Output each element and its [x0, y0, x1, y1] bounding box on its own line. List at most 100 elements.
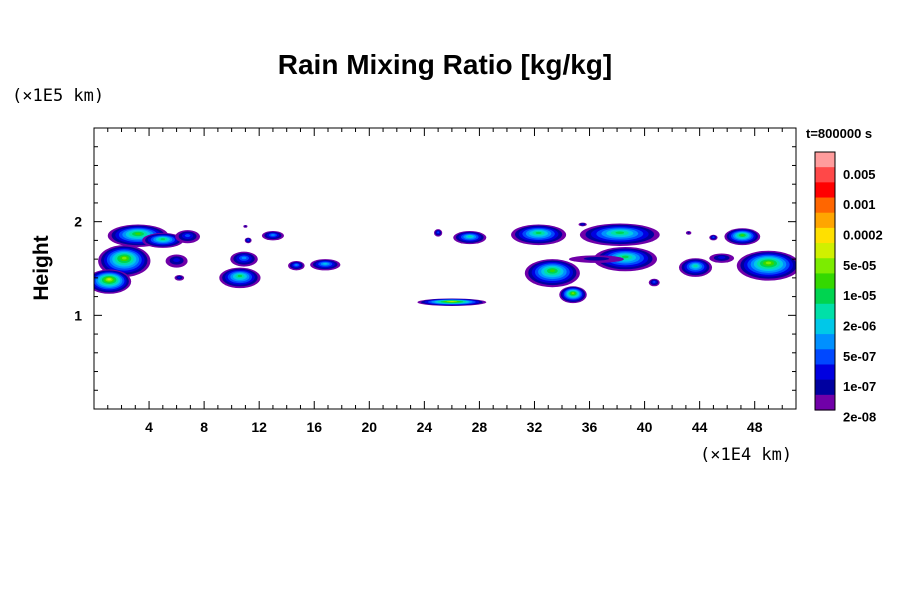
rain-region	[579, 223, 660, 247]
rain-contour	[571, 292, 575, 294]
y-tick-label: 2	[74, 214, 82, 230]
rain-contour	[765, 261, 772, 265]
colorbar-swatch	[815, 303, 835, 320]
rain-contour	[535, 231, 542, 235]
colorbar-swatch	[815, 243, 835, 259]
rain-region	[230, 251, 258, 267]
colorbar-frame	[814, 151, 836, 411]
rain-contour	[615, 231, 625, 234]
rain-contour	[107, 278, 111, 281]
rain-region	[709, 234, 718, 241]
rain-contour	[437, 231, 440, 234]
x-tick-label: 40	[637, 419, 653, 435]
colorbar-swatch	[815, 379, 835, 396]
colorbar-swatch	[815, 182, 835, 199]
y-axis-label: Height	[30, 235, 53, 300]
rain-region	[709, 253, 735, 263]
colorbar-swatch	[815, 152, 835, 168]
colorbar-label: 5e-07	[843, 349, 876, 364]
x-tick-label: 44	[692, 419, 708, 435]
rain-contour	[247, 239, 249, 241]
y-tick-label: 1	[74, 307, 82, 323]
rain-region	[94, 269, 132, 294]
rain-contour	[135, 232, 141, 235]
x-tick-label: 16	[306, 419, 322, 435]
rain-contour	[549, 269, 556, 272]
x-tick-label: 48	[747, 419, 763, 435]
rain-contour	[653, 281, 656, 283]
y-axis-scale-label: (×1E5 km)	[12, 86, 104, 106]
x-tick-label: 8	[200, 419, 208, 435]
rain-contour	[712, 236, 715, 238]
x-tick-label: 24	[417, 419, 433, 435]
rain-region	[511, 224, 567, 246]
rain-contour	[294, 264, 298, 266]
plot-frame	[93, 127, 797, 410]
colorbar-swatch	[815, 167, 835, 183]
colorbar-swatch	[815, 227, 835, 244]
rain-region	[243, 224, 248, 228]
colorbar-label: 2e-08	[843, 410, 876, 425]
colorbar-label: 1e-07	[843, 379, 876, 394]
x-axis-scale-label: (×1E4 km)	[700, 445, 792, 465]
x-axis-ticks: 4 8 12 16 20 24 28 32 36 40 44 48	[107, 128, 783, 435]
colorbar-label: 0.005	[843, 167, 876, 182]
rain-region	[724, 228, 761, 246]
x-tick-label: 12	[251, 419, 267, 435]
rain-region	[165, 254, 188, 268]
colorbar-label: 0.001	[843, 197, 876, 212]
rain-region	[310, 259, 341, 271]
x-tick-label: 32	[527, 419, 543, 435]
x-tick-label: 36	[582, 419, 598, 435]
colorbar: 0.005 0.001 0.0002 5e-05 1e-05 2e-06 5e-07 1e-0…	[814, 151, 883, 425]
rain-region	[142, 232, 184, 248]
rain-region	[524, 259, 580, 288]
rain-region	[417, 298, 487, 306]
time-label: t=800000 s	[806, 126, 872, 141]
colorbar-swatch	[815, 197, 835, 214]
rain-region	[453, 231, 487, 245]
colorbar-swatch	[815, 349, 835, 366]
rain-region	[559, 286, 587, 304]
rain-contour	[717, 256, 726, 259]
rain-contour	[173, 258, 180, 263]
colorbar-swatch	[815, 364, 835, 381]
rain-region	[593, 246, 657, 272]
rain-contour	[160, 238, 166, 240]
rain-contour	[581, 223, 584, 225]
chart-title: Rain Mixing Ratio [kg/kg]	[278, 49, 612, 80]
colorbar-label: 2e-06	[843, 319, 876, 334]
rain-contour	[740, 234, 745, 236]
rain-region	[648, 278, 660, 287]
rain-contour	[241, 256, 247, 260]
colorbar-label: 0.0002	[843, 227, 883, 242]
colorbar-swatch	[815, 258, 835, 275]
colorbar-swatch	[815, 394, 835, 411]
rain-region	[261, 231, 284, 241]
colorbar-swatch	[815, 318, 835, 335]
colorbar-label: 5e-05	[843, 258, 876, 273]
colorbar-swatch	[815, 288, 835, 305]
rain-contour	[177, 276, 181, 279]
rain-region	[244, 237, 252, 244]
rain-contour	[271, 234, 275, 236]
rain-contour	[693, 264, 698, 268]
rain-contour	[323, 262, 328, 265]
rain-contour	[244, 225, 247, 227]
rain-contour	[237, 274, 243, 278]
colorbar-label: 1e-05	[843, 288, 876, 303]
rain-contour	[687, 231, 690, 234]
colorbar-swatch	[815, 334, 835, 350]
rain-contour	[467, 235, 472, 238]
rain-contour	[122, 256, 127, 260]
rain-region	[98, 245, 151, 277]
rain-region	[219, 267, 261, 289]
y-axis-ticks: 12	[74, 146, 796, 391]
colorbar-swatch	[815, 273, 835, 290]
rain-region	[175, 230, 200, 244]
rain-region	[174, 275, 185, 281]
rain-region	[433, 229, 443, 237]
rain-region	[288, 261, 305, 271]
x-tick-label: 20	[362, 419, 378, 435]
